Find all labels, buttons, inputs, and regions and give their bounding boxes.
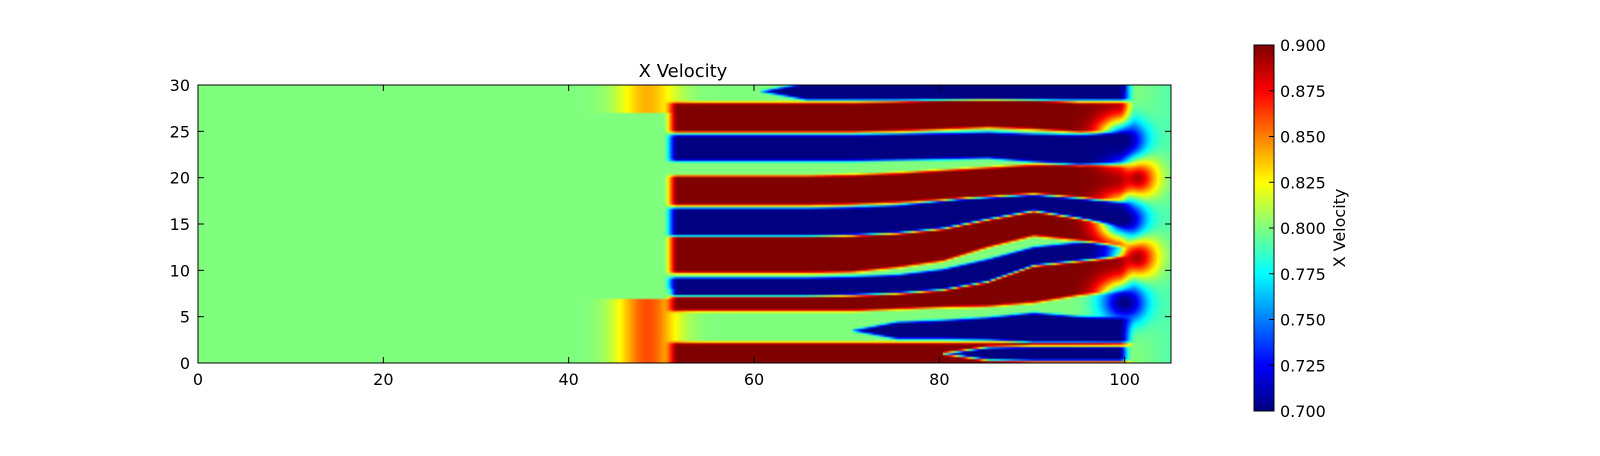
velocity-field-heatmap <box>198 85 1171 363</box>
y-axis: 0 5 10 15 20 25 30 <box>170 76 1171 373</box>
y-tick-label: 5 <box>180 308 190 327</box>
x-tick-label: 80 <box>929 370 949 389</box>
y-tick-label: 10 <box>170 261 190 280</box>
y-tick-label: 25 <box>170 122 190 141</box>
colorbar-label: X Velocity <box>1330 189 1349 268</box>
colorbar-tick-label: 0.900 <box>1280 36 1326 55</box>
colorbar: 0.700 0.725 0.750 0.775 0.800 0.825 0.850 0.875… <box>1253 36 1349 421</box>
y-tick-label: 0 <box>180 354 190 373</box>
x-tick-label: 20 <box>373 370 393 389</box>
x-tick-label: 0 <box>193 370 203 389</box>
y-tick-label: 30 <box>170 76 190 95</box>
colorbar-tick-label: 0.800 <box>1280 219 1326 238</box>
y-tick-label: 20 <box>170 169 190 188</box>
colorbar-tick-label: 0.725 <box>1280 356 1326 375</box>
plot-area <box>197 84 1172 364</box>
colorbar-ticks: 0.700 0.725 0.750 0.775 0.800 0.825 0.850 0.875… <box>1269 36 1326 421</box>
x-tick-label: 40 <box>558 370 578 389</box>
colorbar-tick-label: 0.750 <box>1280 311 1326 330</box>
x-tick-label: 60 <box>744 370 764 389</box>
colorbar-tick-label: 0.825 <box>1280 173 1326 192</box>
colorbar-tick-label: 0.875 <box>1280 82 1326 101</box>
x-tick-label: 100 <box>1109 370 1140 389</box>
colorbar-tick-label: 0.850 <box>1280 128 1326 147</box>
x-axis: 0 20 40 60 80 100 <box>193 85 1140 389</box>
colorbar-tick-label: 0.775 <box>1280 265 1326 284</box>
y-tick-label: 15 <box>170 215 190 234</box>
chart-title: X Velocity <box>639 61 728 82</box>
colorbar-tick-label: 0.700 <box>1280 402 1326 421</box>
